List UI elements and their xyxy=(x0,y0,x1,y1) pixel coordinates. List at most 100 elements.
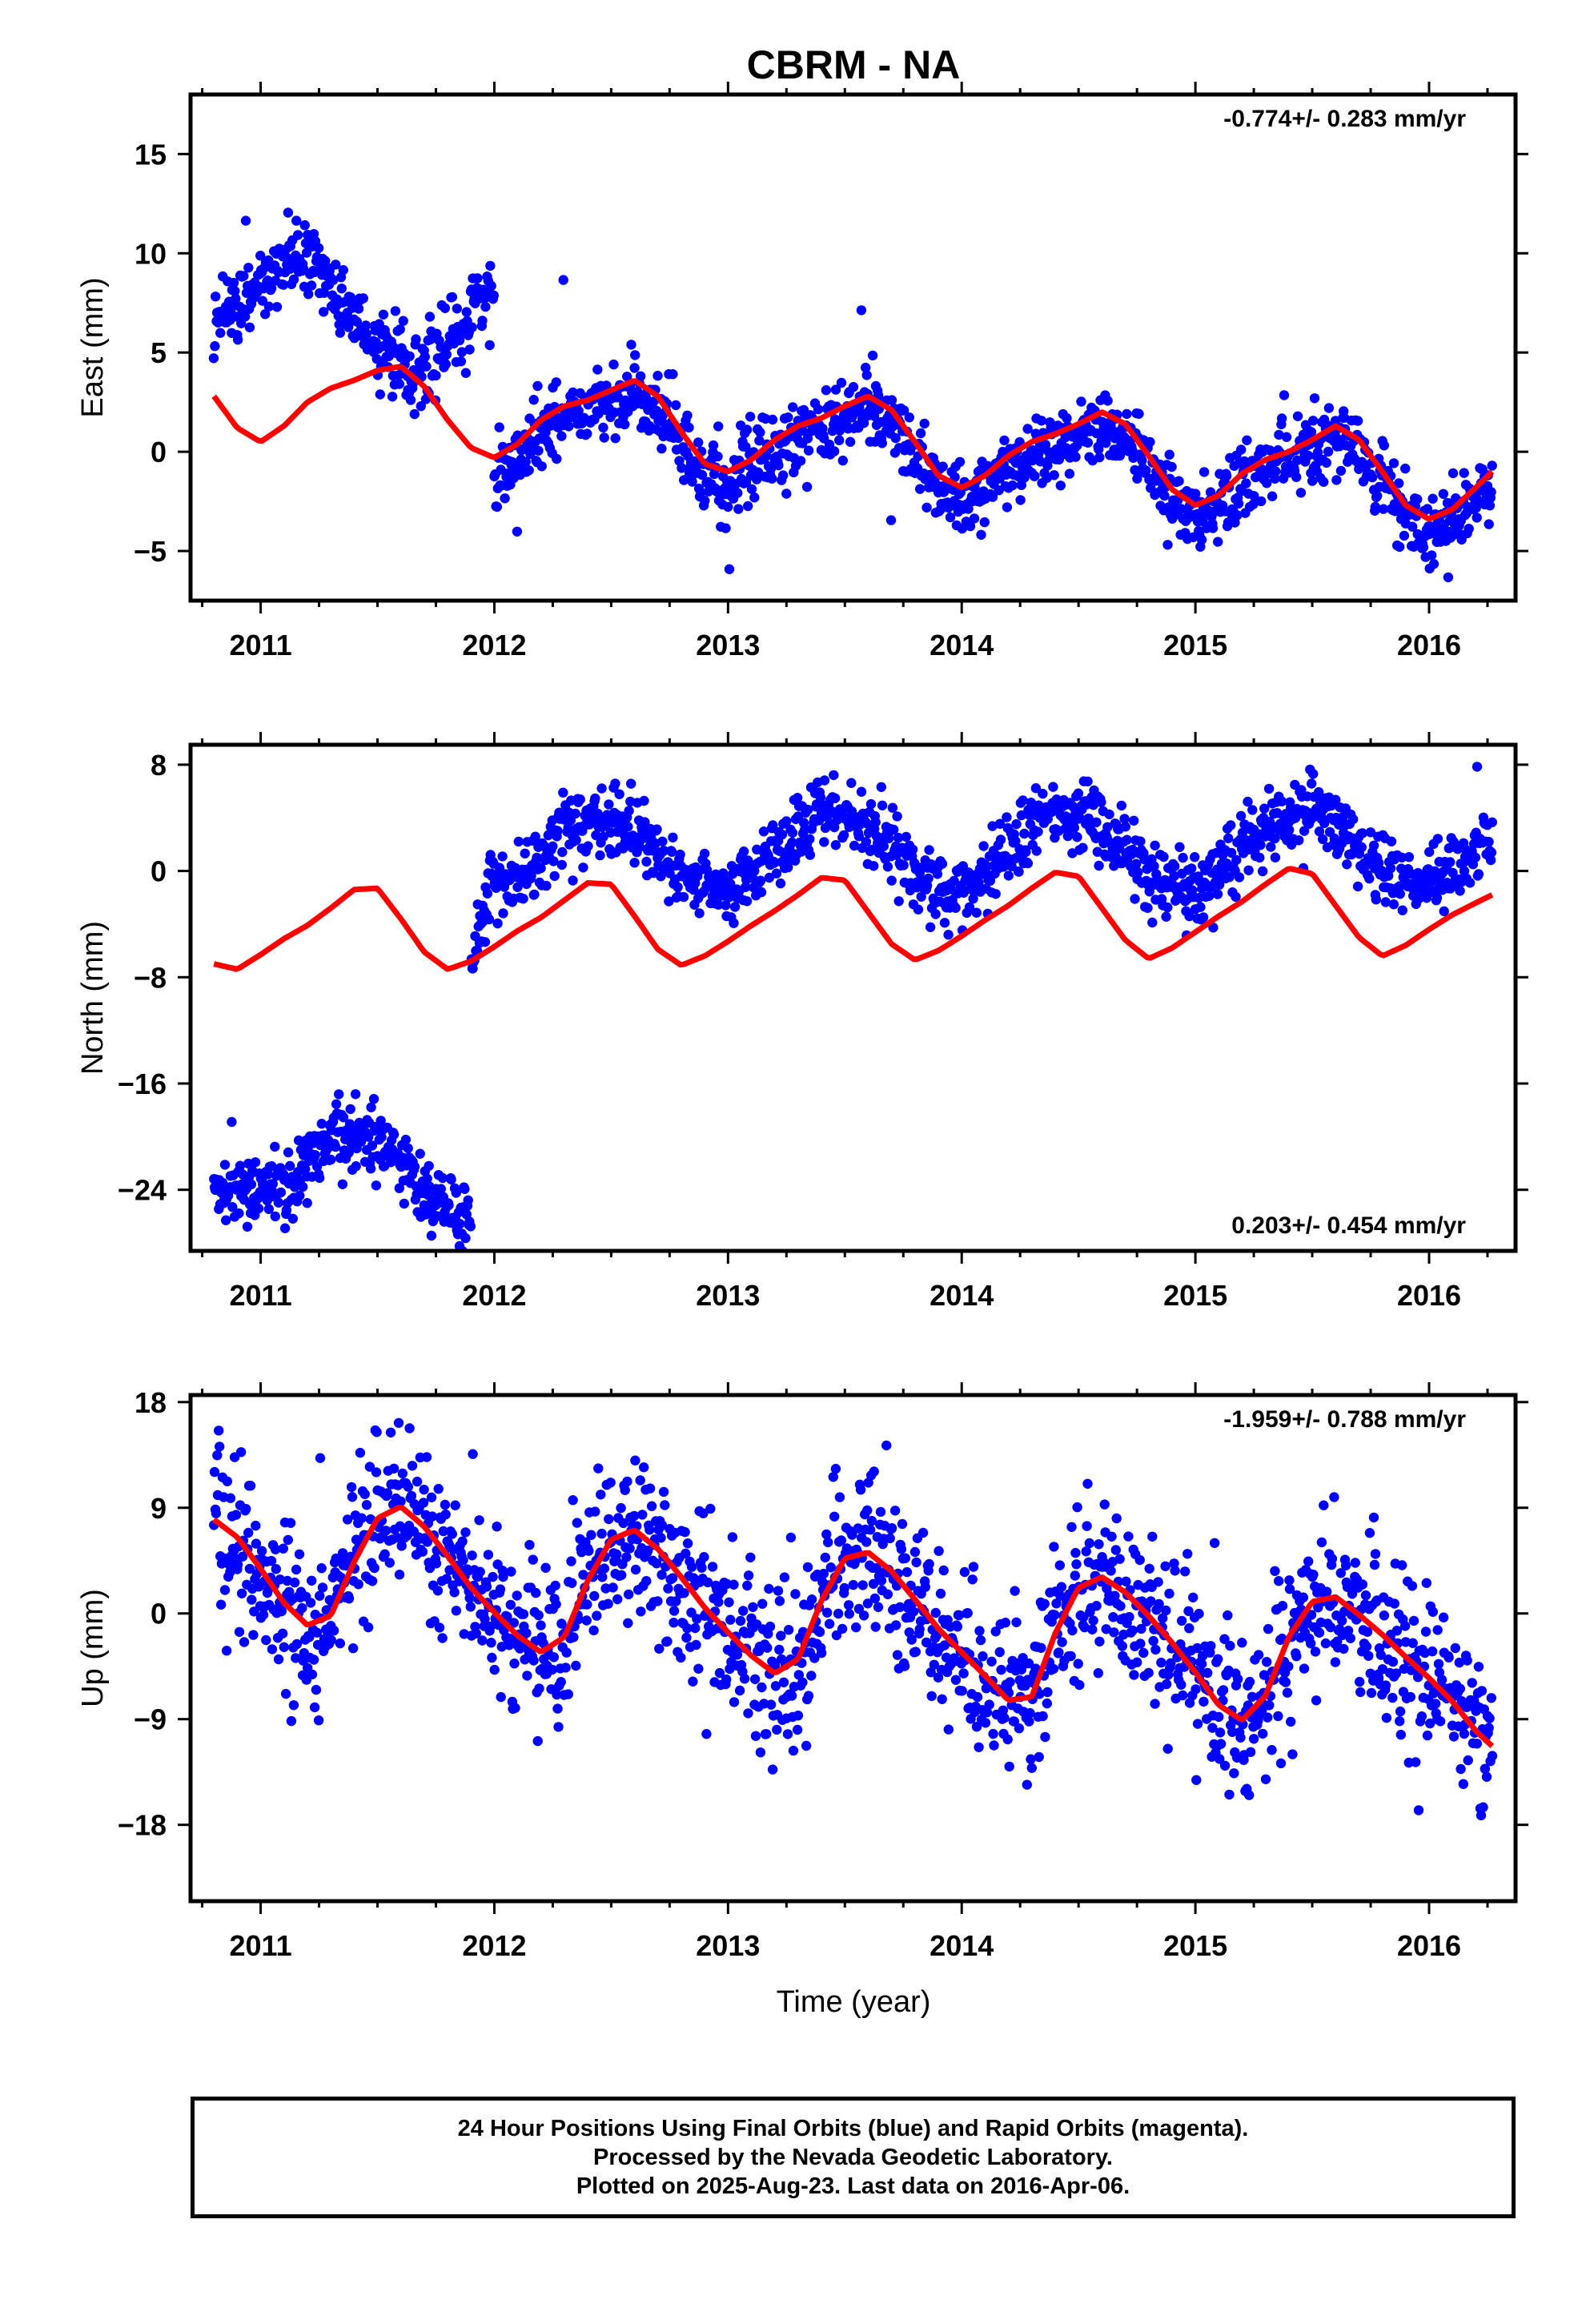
up-point xyxy=(676,1652,686,1663)
north-point xyxy=(623,822,633,832)
up-point xyxy=(1413,1805,1424,1815)
north-point xyxy=(673,882,683,892)
up-point xyxy=(1298,1592,1309,1602)
up-point xyxy=(1147,1531,1158,1542)
east-point xyxy=(409,408,420,420)
up-point xyxy=(1395,1716,1405,1727)
up-point xyxy=(1215,1727,1226,1738)
north-point xyxy=(575,794,585,805)
north-point xyxy=(1356,842,1367,853)
north-point xyxy=(1226,820,1236,830)
north-point xyxy=(1266,842,1276,852)
up-point xyxy=(858,1610,869,1621)
up-point xyxy=(547,1664,557,1675)
north-point xyxy=(777,829,788,840)
north-point xyxy=(344,1119,355,1129)
east-point xyxy=(682,410,693,420)
up-point xyxy=(1176,1679,1186,1690)
up-point xyxy=(596,1490,606,1500)
north-point xyxy=(950,903,961,913)
east-point xyxy=(378,309,389,320)
up-point xyxy=(639,1462,649,1473)
east-point xyxy=(1159,490,1170,501)
up-point xyxy=(1476,1686,1488,1696)
north-point xyxy=(924,845,934,855)
east-point xyxy=(411,334,421,344)
up-point xyxy=(1419,1647,1431,1659)
up-point xyxy=(1287,1749,1298,1759)
up-point xyxy=(818,1568,829,1579)
up-point xyxy=(1311,1695,1322,1706)
up-point xyxy=(1235,1732,1246,1743)
up-point xyxy=(571,1660,581,1671)
east-point xyxy=(492,501,503,513)
north-point xyxy=(536,862,546,874)
up-point xyxy=(935,1588,946,1599)
up-point xyxy=(222,1476,233,1487)
up-point xyxy=(215,1441,225,1452)
north-point xyxy=(1019,828,1030,839)
up-point xyxy=(920,1582,931,1593)
up-point xyxy=(553,1722,564,1732)
north-point xyxy=(668,832,678,843)
east-point xyxy=(652,371,663,381)
up-point xyxy=(581,1615,592,1626)
north-point xyxy=(878,841,889,851)
up-point xyxy=(1022,1779,1033,1790)
up-point xyxy=(597,1572,608,1582)
up-point xyxy=(1026,1763,1038,1773)
east-point xyxy=(795,456,806,466)
east-point xyxy=(963,504,974,514)
north-point xyxy=(285,1160,295,1172)
north-point xyxy=(1195,902,1206,912)
up-point xyxy=(1049,1542,1059,1552)
up-point xyxy=(475,1566,485,1577)
up-point xyxy=(814,1626,825,1638)
north-ytick-label: −8 xyxy=(134,961,167,994)
north-point xyxy=(1432,834,1443,844)
up-point xyxy=(1357,1579,1368,1590)
up-point xyxy=(471,1628,481,1639)
east-point xyxy=(1274,429,1284,440)
up-point xyxy=(899,1661,910,1671)
up-point xyxy=(1134,1554,1145,1566)
north-point xyxy=(1439,906,1449,917)
up-point xyxy=(449,1587,460,1598)
north-point xyxy=(1464,878,1476,888)
up-point xyxy=(1306,1638,1316,1649)
east-point xyxy=(783,412,793,423)
up-point xyxy=(734,1685,745,1696)
up-point xyxy=(618,1518,628,1529)
east-point xyxy=(441,349,452,360)
north-point xyxy=(530,831,540,842)
up-point xyxy=(1144,1563,1154,1574)
east-point xyxy=(1145,436,1155,448)
up-point xyxy=(896,1544,907,1554)
up-point xyxy=(447,1529,457,1539)
north-point xyxy=(787,837,797,848)
north-point xyxy=(1276,796,1287,806)
up-point xyxy=(824,1618,835,1629)
up-point xyxy=(924,1558,934,1570)
up-point xyxy=(1291,1651,1302,1662)
up-point xyxy=(1054,1647,1064,1658)
up-point xyxy=(477,1635,488,1646)
north-point xyxy=(1208,923,1219,933)
up-point xyxy=(776,1630,786,1641)
north-point xyxy=(250,1157,261,1168)
north-point xyxy=(1104,809,1114,820)
up-point xyxy=(1355,1687,1366,1698)
up-point xyxy=(1350,1558,1361,1568)
up-point xyxy=(699,1552,709,1562)
east-point xyxy=(1236,444,1247,455)
up-point xyxy=(714,1667,725,1679)
up-point xyxy=(225,1493,236,1503)
up-point xyxy=(644,1525,655,1535)
east-point xyxy=(636,371,646,381)
up-point xyxy=(522,1671,532,1681)
north-point xyxy=(1030,783,1042,794)
east-point xyxy=(671,400,681,411)
east-point xyxy=(524,465,534,476)
east-point xyxy=(999,435,1010,446)
up-point xyxy=(1034,1689,1045,1699)
